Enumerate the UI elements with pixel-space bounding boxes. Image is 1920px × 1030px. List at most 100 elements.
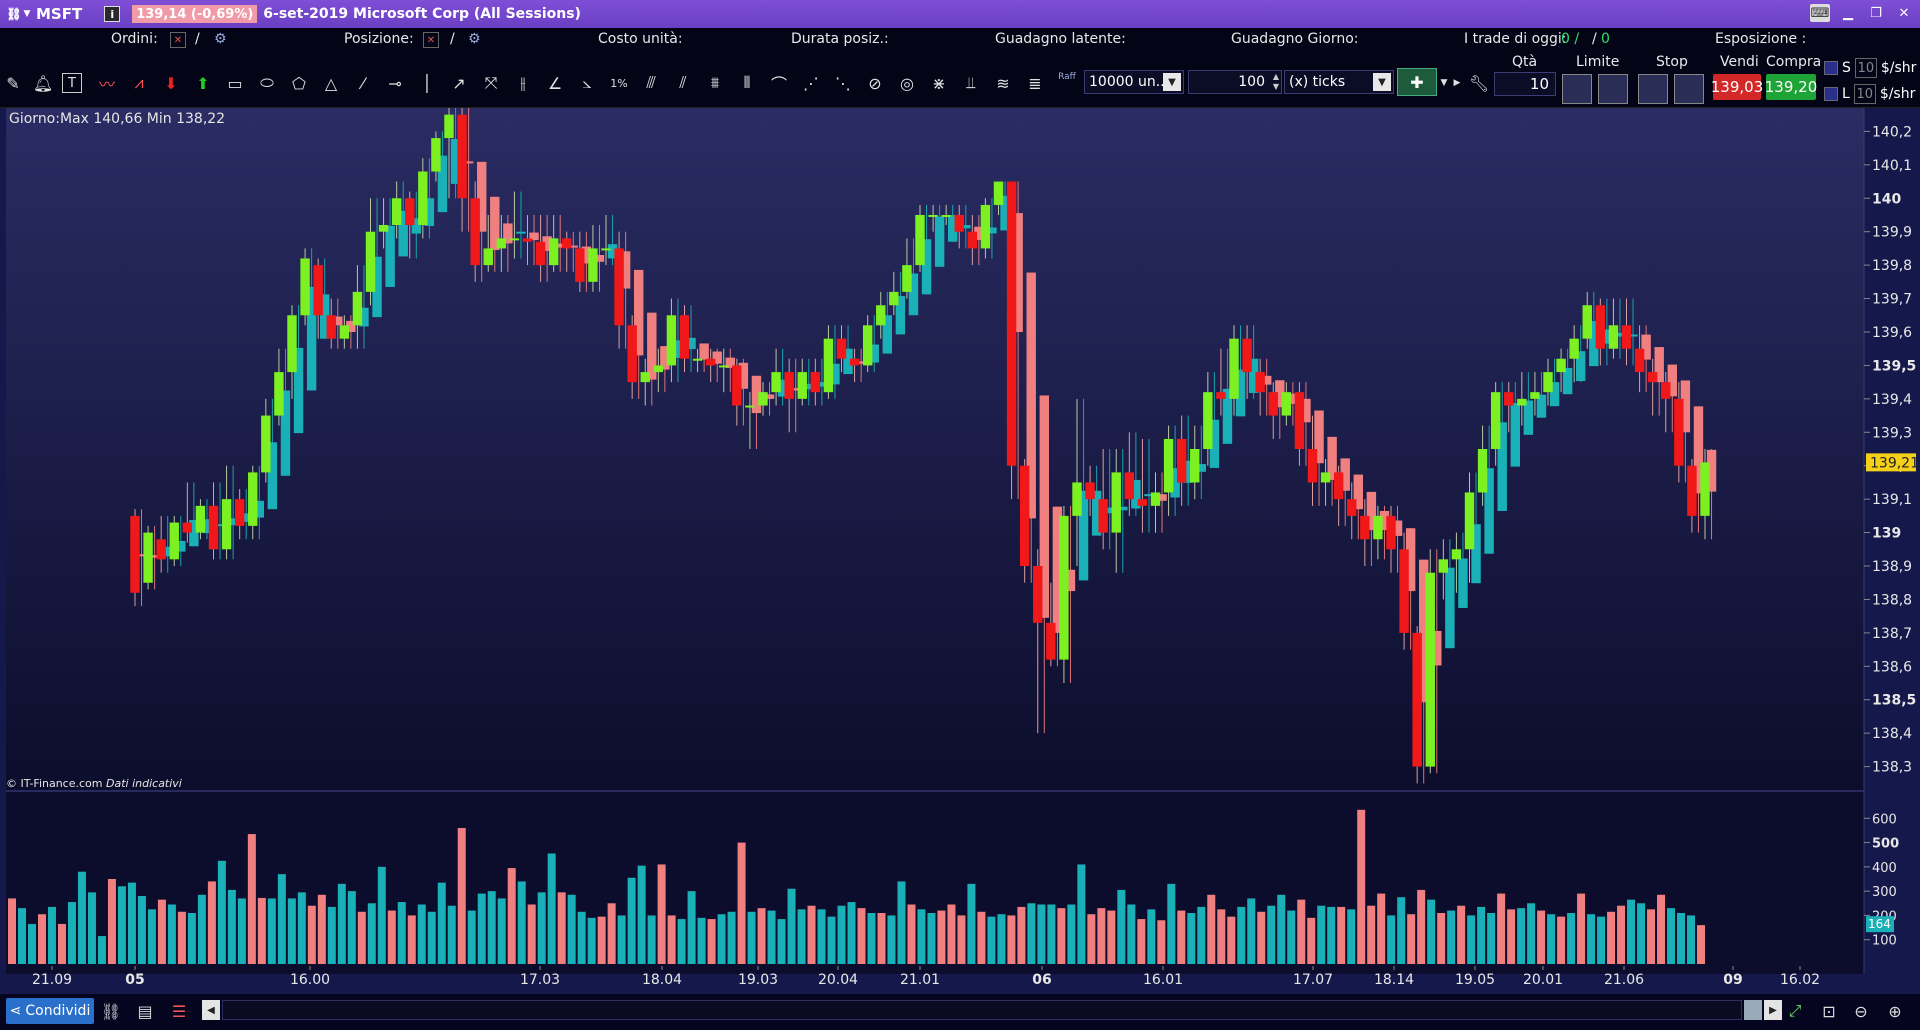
short-qty[interactable]: 10 (1854, 58, 1877, 78)
text-tool-icon[interactable]: T (62, 73, 82, 93)
zigzag-icon[interactable]: ⩘ (134, 73, 144, 92)
chevron-down-icon[interactable]: ▼ (1440, 78, 1448, 88)
speed-lines-icon[interactable]: ⋇ (932, 73, 946, 93)
bell-icon[interactable]: 🔔︎ (32, 73, 54, 93)
sell-button[interactable]: 139,03 (1711, 74, 1763, 100)
extended-line-icon[interactable]: ⤧ (484, 73, 498, 92)
zoom-out-icon[interactable]: ⊖ (1854, 1001, 1868, 1021)
trendline-icon[interactable]: ⁄ (361, 73, 365, 93)
long-qty[interactable]: 10 (1853, 84, 1876, 104)
minimize-icon[interactable]: ▁ (1843, 5, 1853, 21)
price-chart[interactable]: 140,2 140,1 140 139,9 139,8 139,7 139,6 139,5 13… (0, 108, 1920, 994)
fibonacci-fan-icon[interactable]: ⫫ (966, 73, 976, 92)
chevron-down-icon[interactable]: ▼ (1163, 73, 1181, 91)
fan-icon[interactable]: ⋰ (803, 73, 819, 93)
strategy-icon[interactable]: ✚ (1397, 68, 1437, 96)
cross-line-icon[interactable]: ⫲ (520, 73, 526, 92)
info-icon[interactable]: i (104, 6, 121, 22)
ha-body (764, 394, 775, 399)
candle-body (1451, 549, 1462, 560)
candle-body (1543, 372, 1553, 393)
fibonacci-levels-icon[interactable]: ≣ (1028, 73, 1042, 93)
link-icon[interactable]: ⛓ (6, 7, 22, 21)
orders-settings-icon[interactable]: ⚙ (214, 31, 227, 47)
wrench-icon[interactable]: 🔧︎ (1468, 73, 1490, 93)
qty-input[interactable]: 10 (1494, 72, 1556, 96)
volume-bar (397, 902, 406, 964)
triangle-icon[interactable]: △ (324, 73, 338, 93)
close-position-icon[interactable]: ✕ (423, 32, 439, 48)
rectangle-icon[interactable]: ▭ (227, 73, 243, 93)
arrow-down-icon[interactable]: ⬇ (164, 73, 178, 93)
candle-body (1608, 325, 1619, 349)
long-option[interactable]: L 10 $/shr (1824, 84, 1915, 104)
symbol-label[interactable]: MSFT (36, 5, 83, 23)
candle-body (457, 114, 467, 199)
sell-limit-button[interactable] (1598, 74, 1628, 104)
regression-icon[interactable]: ⫽ (679, 73, 687, 92)
ticks-unit-combo[interactable]: (x) ticks ▼ (1284, 70, 1394, 94)
angle-alt-icon[interactable]: ⦣ (582, 73, 592, 92)
zoom-in-icon[interactable]: ⊕ (1888, 1001, 1902, 1021)
buy-limit-button[interactable] (1562, 74, 1592, 104)
cancel-orders-icon[interactable]: ✕ (170, 32, 186, 48)
scroll-thumb[interactable] (1744, 1000, 1762, 1020)
fibonacci-arc-icon[interactable]: ⌒ (770, 75, 787, 94)
auto-scale-icon[interactable]: ⤢ (1788, 1001, 1802, 1020)
chevron-down-icon[interactable]: ▼ (1373, 73, 1391, 91)
zoom-fit-icon[interactable]: ⊡ (1822, 1001, 1836, 1021)
percent-line-icon[interactable]: 1% (610, 76, 628, 90)
ha-body (542, 236, 552, 251)
raff-icon[interactable]: Raff (1058, 72, 1076, 82)
channel-icon[interactable]: ⫻ (646, 73, 656, 92)
line-chart-icon[interactable]: 〰 (98, 75, 115, 94)
share-button[interactable]: ⋖ Condividi (6, 998, 94, 1024)
spiral-icon[interactable]: ◎ (900, 73, 914, 93)
andrews-fork-icon[interactable]: ⩩ (710, 73, 720, 92)
chevron-down-icon[interactable]: ▼ (23, 9, 31, 19)
quantity-combo[interactable]: 10000 un... ▼ (1084, 70, 1184, 94)
horizontal-scrollbar[interactable] (222, 1000, 1742, 1020)
volume-bar (567, 894, 576, 964)
scroll-right-icon[interactable]: ▶ (1764, 1000, 1782, 1020)
price-tick-label: 139,6 (1872, 325, 1912, 341)
position-settings-icon[interactable]: ⚙ (468, 31, 481, 47)
pencil-icon[interactable]: ✎ (6, 73, 20, 93)
cycle-icon[interactable]: ⊘ (868, 73, 882, 93)
chevron-right-icon[interactable]: ▶ (1453, 78, 1461, 88)
candle-body (339, 325, 350, 339)
spinner-arrows-icon[interactable]: ▲ ▼ (1272, 72, 1279, 91)
buy-stop-button[interactable] (1638, 74, 1668, 104)
buy-button[interactable]: 139,20 (1765, 74, 1817, 100)
scroll-left-icon[interactable]: ◀ (202, 1000, 220, 1020)
long-checkbox[interactable] (1824, 87, 1838, 101)
parallel-lines-icon[interactable]: ≋ (996, 73, 1010, 93)
short-checkbox[interactable] (1824, 61, 1838, 75)
fibonacci-time-icon[interactable]: ⦀ (743, 73, 751, 92)
ray-icon[interactable]: ↗ (452, 73, 466, 93)
angle-icon[interactable]: ∠ (547, 73, 563, 93)
sell-stop-button[interactable] (1674, 74, 1704, 104)
candle-body (849, 358, 860, 366)
arrow-up-icon[interactable]: ⬆ (196, 73, 210, 93)
short-option[interactable]: S 10 $/shr (1824, 58, 1916, 78)
keyboard-icon[interactable]: ⌨ (1810, 4, 1830, 22)
candle-body (1582, 305, 1592, 339)
close-icon[interactable]: ✕ (1898, 5, 1910, 21)
polygon-icon[interactable]: ⬠ (292, 73, 306, 93)
table-icon[interactable]: ▤ (137, 1001, 153, 1021)
restore-icon[interactable]: ❐ (1870, 5, 1882, 21)
horizontal-line-icon[interactable]: ⊸ (388, 73, 402, 93)
gann-fan-icon[interactable]: ⋱ (835, 73, 851, 93)
link-icon[interactable]: ⛓ (100, 1001, 122, 1021)
ticks-spinner[interactable]: 100 ▲ ▼ (1188, 70, 1282, 94)
ellipse-icon[interactable]: ⬭ (260, 73, 274, 92)
vertical-line-icon[interactable]: │ (422, 73, 432, 93)
price-tick-label: 139,1 (1872, 492, 1912, 508)
volume-bar (1387, 915, 1396, 964)
ha-body (176, 540, 186, 552)
volume-bar (1017, 906, 1026, 964)
indicators-icon[interactable]: ☰ (171, 1001, 187, 1021)
buy-label: Compra (1766, 54, 1822, 70)
time-tick-label: 18.04 (642, 972, 682, 988)
